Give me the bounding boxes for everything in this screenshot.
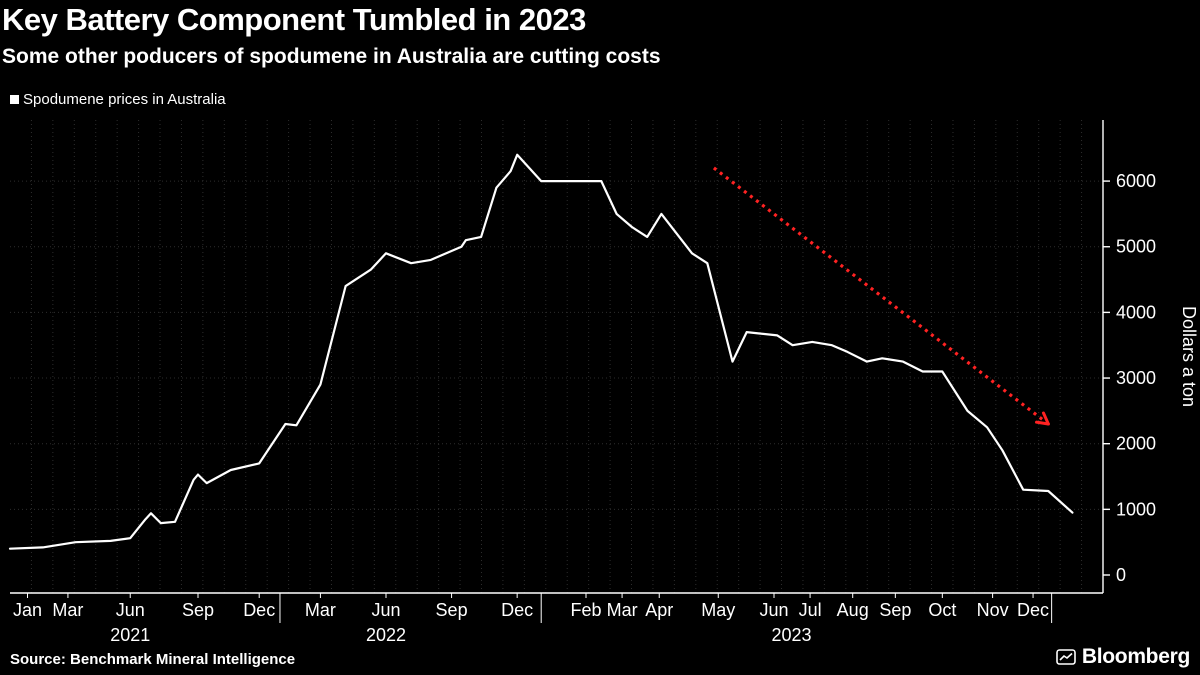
- svg-text:Dollars a ton: Dollars a ton: [1179, 306, 1199, 407]
- svg-text:1000: 1000: [1116, 499, 1156, 519]
- svg-text:2021: 2021: [110, 625, 150, 645]
- svg-text:Jun: Jun: [116, 600, 145, 620]
- chart-subtitle: Some other poducers of spodumene in Aust…: [2, 45, 661, 68]
- svg-text:Aug: Aug: [837, 600, 869, 620]
- svg-text:Dec: Dec: [501, 600, 533, 620]
- bloomberg-wordmark: Bloomberg: [1081, 645, 1190, 668]
- svg-text:Apr: Apr: [645, 600, 673, 620]
- svg-text:4000: 4000: [1116, 302, 1156, 322]
- legend: Spodumene prices in Australia: [10, 91, 226, 108]
- svg-text:Dec: Dec: [1017, 600, 1049, 620]
- bloomberg-logo-icon: [1056, 649, 1076, 665]
- price-chart-svg: 0 1000 2000 3000 4000 5000 6000 Jan Mar Jun Sep Dec…: [8, 120, 1199, 645]
- svg-text:Jun: Jun: [759, 600, 788, 620]
- svg-text:Sep: Sep: [879, 600, 911, 620]
- svg-text:3000: 3000: [1116, 368, 1156, 388]
- svg-text:Jan: Jan: [13, 600, 42, 620]
- svg-text:Nov: Nov: [977, 600, 1009, 620]
- svg-text:Sep: Sep: [182, 600, 214, 620]
- svg-text:Mar: Mar: [607, 600, 638, 620]
- svg-text:Sep: Sep: [436, 600, 468, 620]
- price-chart: 0 1000 2000 3000 4000 5000 6000 Jan Mar Jun Sep Dec…: [0, 115, 1200, 663]
- svg-text:Jul: Jul: [799, 600, 822, 620]
- svg-text:Mar: Mar: [305, 600, 336, 620]
- svg-text:Oct: Oct: [928, 600, 956, 620]
- chart-title: Key Battery Component Tumbled in 2023: [2, 2, 586, 37]
- svg-text:5000: 5000: [1116, 237, 1156, 257]
- svg-text:0: 0: [1116, 565, 1126, 585]
- svg-text:2023: 2023: [771, 625, 811, 645]
- legend-label: Spodumene prices in Australia: [23, 91, 226, 108]
- svg-text:May: May: [701, 600, 735, 620]
- svg-text:Dec: Dec: [243, 600, 275, 620]
- svg-text:2000: 2000: [1116, 434, 1156, 454]
- svg-text:2022: 2022: [366, 625, 406, 645]
- svg-text:Jun: Jun: [371, 600, 400, 620]
- svg-text:6000: 6000: [1116, 171, 1156, 191]
- bloomberg-logo: Bloomberg: [1056, 645, 1190, 669]
- source-text: Source: Benchmark Mineral Intelligence: [10, 651, 296, 668]
- svg-text:Mar: Mar: [52, 600, 83, 620]
- svg-text:Feb: Feb: [570, 600, 601, 620]
- legend-swatch: [10, 95, 19, 104]
